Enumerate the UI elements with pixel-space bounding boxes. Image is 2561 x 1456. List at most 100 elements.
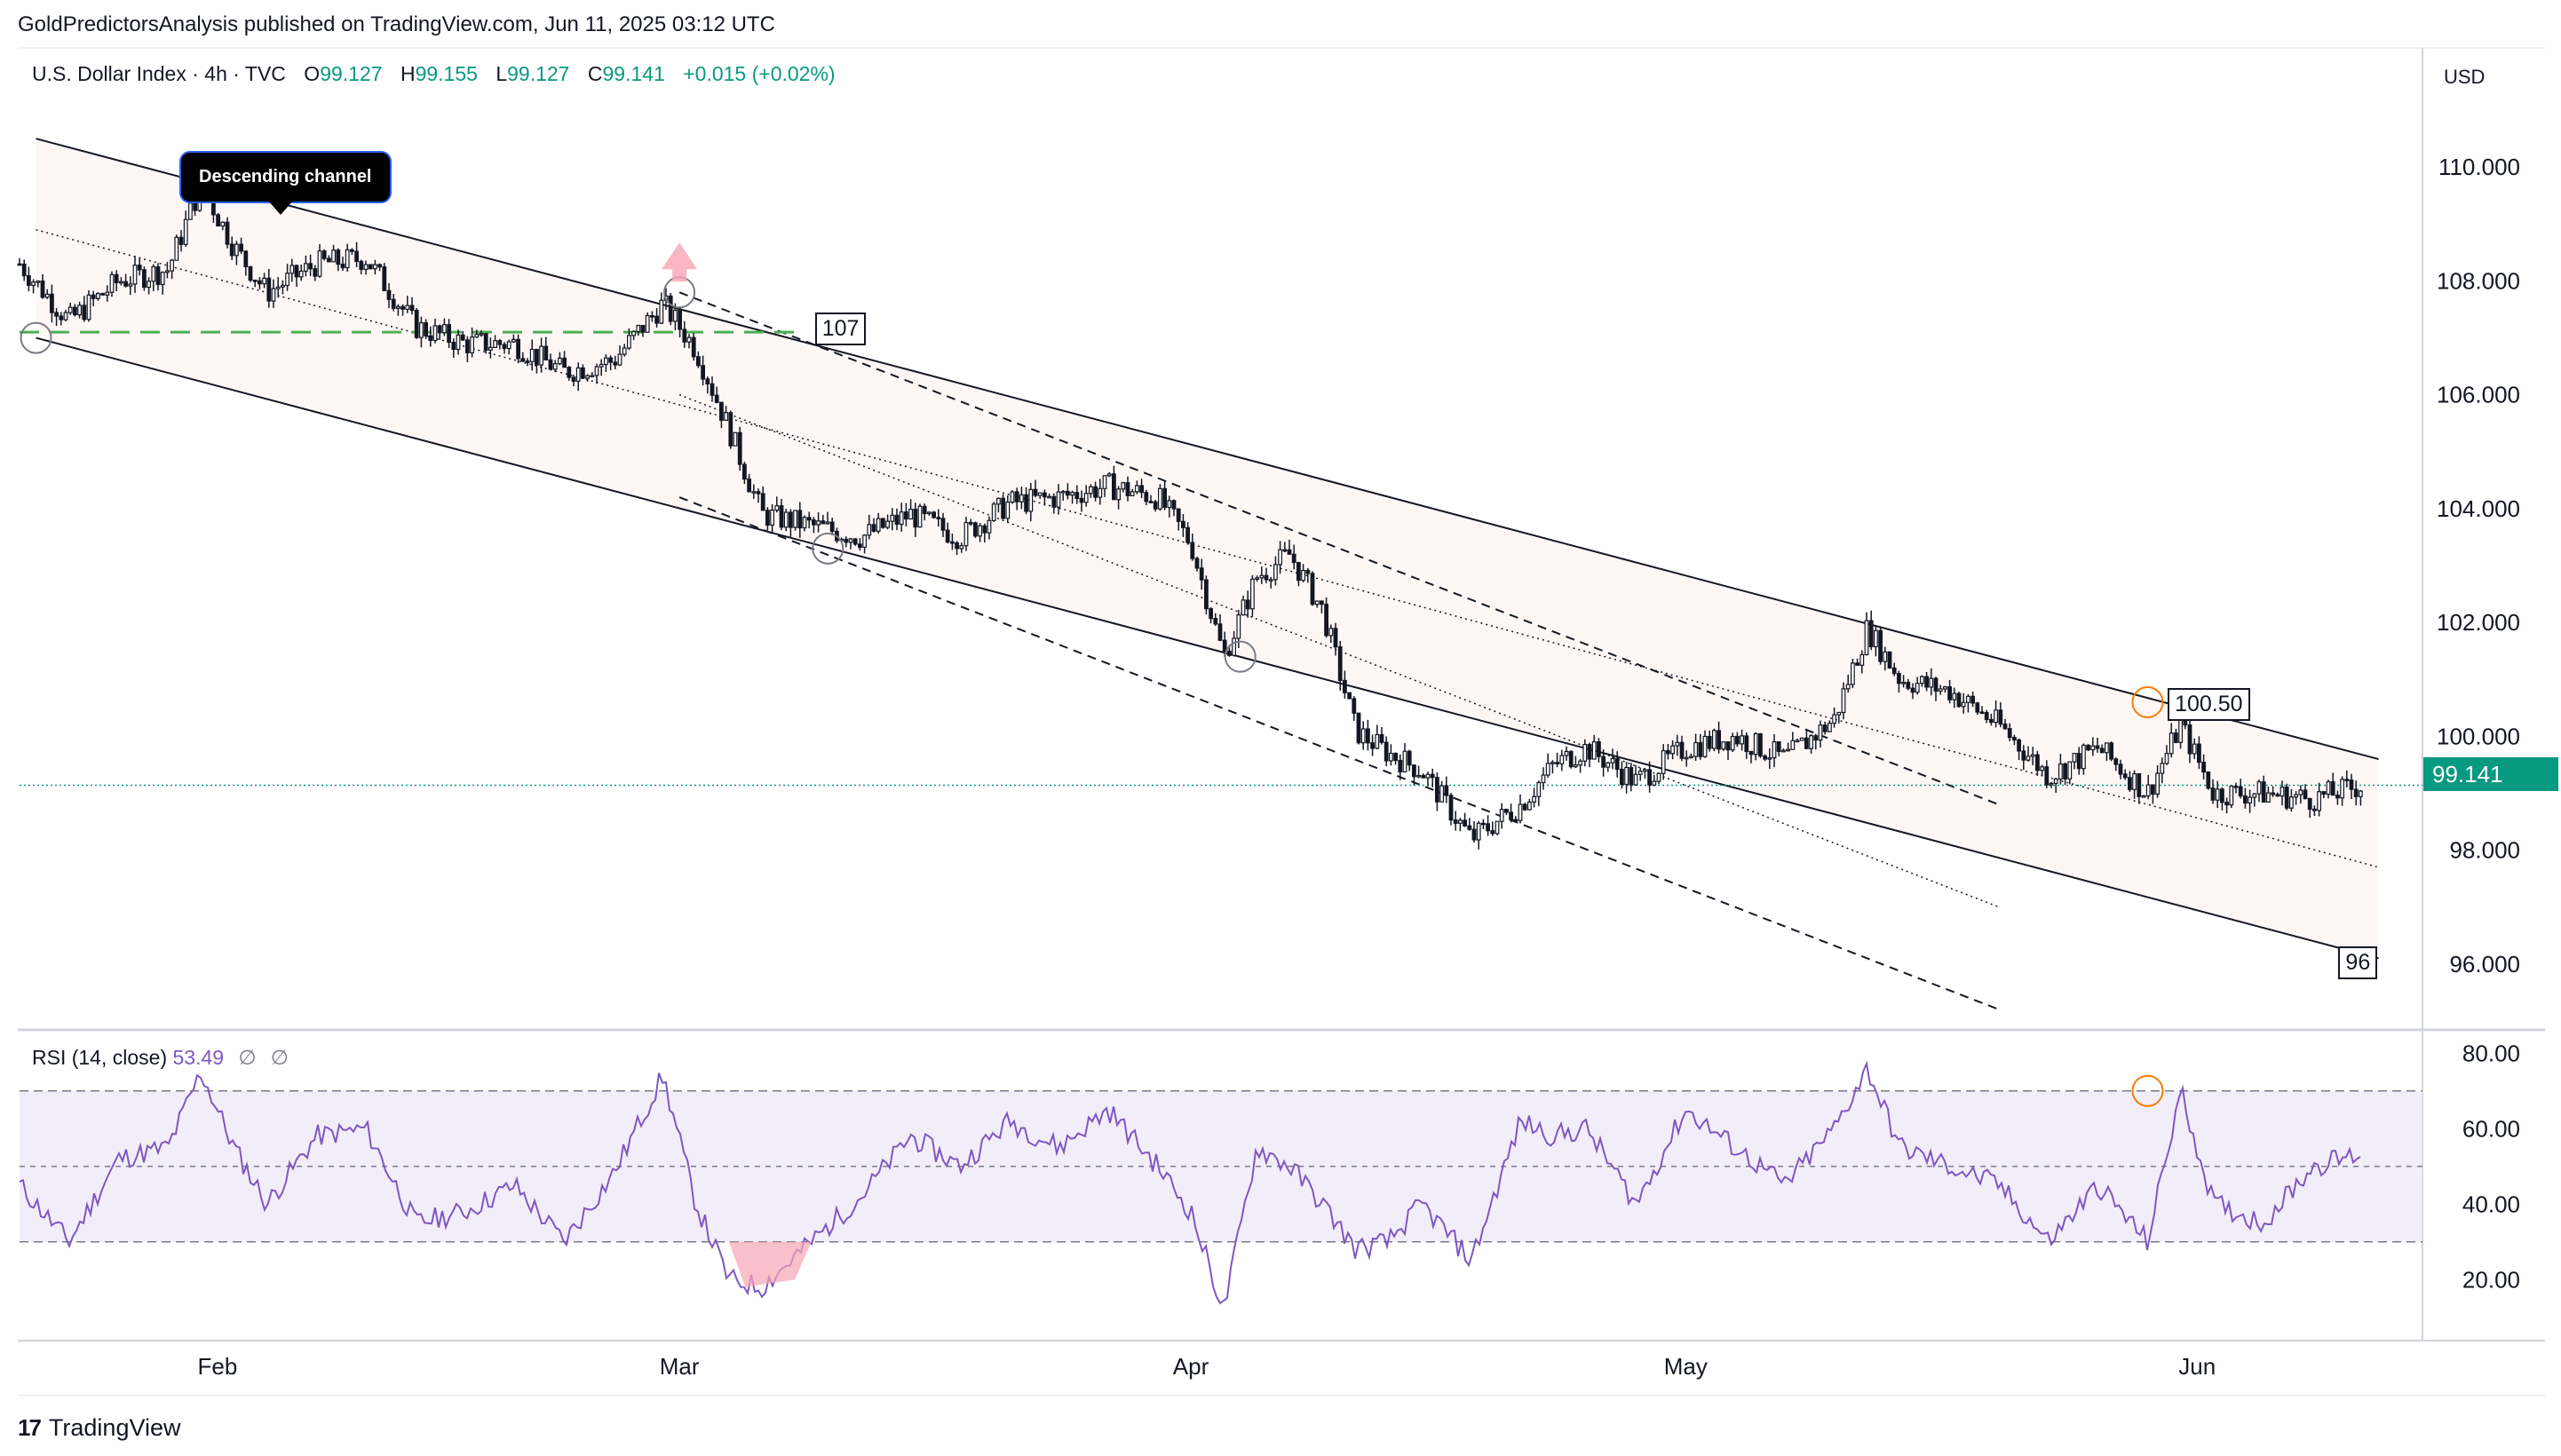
candle [44, 289, 50, 299]
candle [862, 534, 867, 554]
candle-body [1291, 553, 1296, 564]
candle [1994, 700, 1999, 728]
candle [2053, 778, 2058, 794]
price-tick-label: 98.000 [2449, 837, 2520, 864]
candle [714, 386, 719, 404]
candle [783, 509, 789, 532]
candle [1278, 541, 1283, 574]
candle [1495, 820, 1500, 835]
candle [100, 292, 106, 296]
symbol-name[interactable]: U.S. Dollar Index · 4h · TVC [32, 62, 286, 85]
candle-body [1499, 809, 1504, 822]
candle-body [1203, 579, 1209, 610]
candle [913, 502, 918, 537]
candle [1093, 481, 1098, 502]
candle [483, 333, 488, 354]
candle-body [636, 324, 641, 333]
candle [1490, 821, 1495, 836]
candle [229, 236, 234, 261]
tradingview-logo[interactable]: 17 TradingView [18, 1414, 181, 1442]
level-100-50-label[interactable]: 100.50 [2168, 688, 2250, 722]
candle-body [2113, 758, 2119, 765]
circle-mar-low [812, 532, 844, 565]
candle-body [1014, 491, 1019, 502]
candle-body [718, 401, 724, 421]
candle [1688, 753, 1693, 759]
candle [151, 264, 156, 291]
candle [373, 259, 377, 275]
candle-body [479, 333, 484, 336]
candle [1162, 480, 1168, 510]
level-96-label[interactable]: 96 [2338, 946, 2378, 979]
currency-label[interactable]: USD [2444, 66, 2486, 88]
candle [1203, 575, 1209, 614]
rsi-layer [19, 1060, 2422, 1305]
candle [1717, 721, 1722, 754]
candle-body [1106, 473, 1112, 477]
candle-body [2326, 781, 2331, 795]
candle-body [1425, 773, 1431, 779]
close-value: 99.141 [602, 62, 665, 85]
candle-body [1730, 735, 1735, 751]
candle [1943, 685, 1947, 692]
candle-body [552, 363, 558, 370]
candle [1379, 726, 1384, 745]
level-107-label[interactable]: 107 [814, 313, 867, 346]
candle [1786, 742, 1791, 752]
publisher-line: GoldPredictorsAnalysis published on Trad… [18, 12, 775, 36]
candle-body [1098, 487, 1103, 498]
candle-body [751, 491, 757, 494]
candle-body [1509, 811, 1514, 820]
candle [617, 345, 622, 367]
candle [147, 277, 152, 295]
candle-body [917, 505, 923, 528]
candle-body [2122, 773, 2128, 779]
candle-body [1836, 711, 1842, 716]
candle [40, 273, 45, 299]
candle-body [1998, 709, 2003, 725]
candle [109, 271, 115, 297]
candle [1573, 756, 1578, 769]
candle-body [2026, 756, 2031, 761]
candle [1947, 679, 1953, 704]
candle [2266, 787, 2271, 803]
candle-body [1536, 781, 1542, 797]
candle-body [2067, 761, 2073, 779]
candle [825, 511, 830, 526]
candle-body [2081, 744, 2086, 770]
candle [1748, 750, 1754, 764]
candle-body [1111, 473, 1116, 501]
candle-body [520, 358, 526, 362]
candle-body [741, 463, 747, 480]
candle [1568, 750, 1574, 769]
candle-body [234, 243, 239, 257]
candle-body [959, 545, 964, 550]
time-axis-label: Jun [2178, 1353, 2216, 1380]
candle-body [321, 250, 327, 259]
candle [2252, 793, 2257, 807]
candle [793, 510, 797, 531]
candle [1509, 803, 1514, 823]
candle-body [1578, 760, 1583, 766]
rsi-title[interactable]: RSI (14, close) [32, 1046, 168, 1069]
candle [2321, 791, 2327, 799]
candle-body [714, 394, 719, 403]
candle-body [945, 529, 950, 542]
candle [2151, 784, 2155, 804]
candle [27, 266, 31, 292]
candle-body [67, 306, 73, 313]
candle-body [1139, 485, 1145, 494]
candle-body [1342, 679, 1347, 693]
time-axis-label: May [1664, 1353, 1708, 1380]
candle-body [95, 293, 100, 299]
candle [479, 329, 484, 337]
candle-body [2256, 781, 2262, 795]
candle [1868, 610, 1874, 651]
high-value: 99.155 [415, 62, 478, 85]
candle [1042, 489, 1047, 506]
candle-body [243, 250, 249, 268]
candle-body [2353, 788, 2359, 797]
candle [1656, 772, 1661, 785]
candle-body [728, 412, 733, 447]
descending-channel-callout[interactable]: Descending channel [179, 151, 392, 203]
